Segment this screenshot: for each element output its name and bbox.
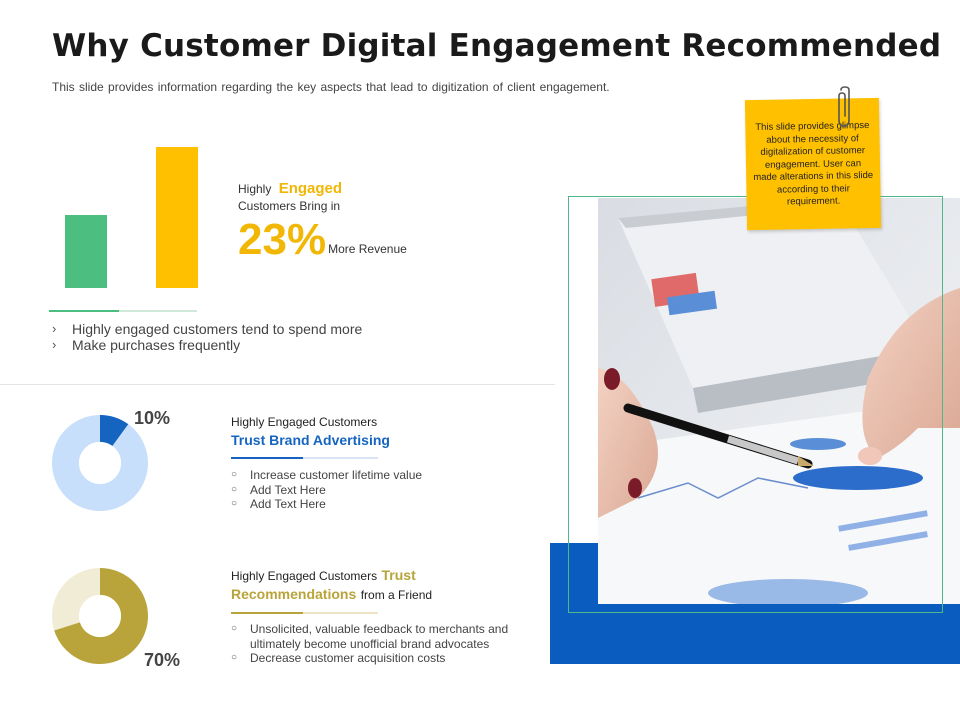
section2-lead: Highly Engaged Customers	[231, 569, 378, 583]
photo-illustration	[598, 198, 960, 604]
donut-percent-label: 70%	[144, 650, 181, 670]
list-item: ○ Add Text Here	[231, 497, 326, 511]
revenue-stat-value: 23%	[238, 215, 327, 264]
bar-green	[65, 214, 107, 288]
section2-points: ○ Unsolicited, valuable feedback to merch…	[231, 622, 551, 666]
paperclip-icon	[838, 86, 850, 127]
engaged-caption: Highly Engaged Customers Bring in	[238, 180, 342, 213]
donut-chart-70	[52, 568, 148, 664]
section1-accent: Trust Brand Advertising	[231, 432, 390, 448]
circle-bullet-icon: ○	[231, 483, 238, 495]
section2-heading: Highly Engaged Customers Trust Recommend…	[231, 567, 551, 605]
engaged-prefix: Highly	[238, 182, 272, 196]
section2-underline-accent	[231, 612, 303, 614]
engagement-points: › Highly engaged customers tend to spend …	[52, 321, 362, 353]
business-analysis-photo	[598, 198, 960, 604]
bar-yellow	[156, 147, 198, 288]
chart-baseline	[49, 310, 197, 312]
circle-bullet-icon: ○	[231, 498, 238, 509]
section2-accent-1: Trust	[381, 567, 416, 583]
chevron-right-icon: ›	[52, 321, 57, 336]
revenue-stat-label: More Revenue	[328, 242, 407, 256]
donut-segment	[52, 415, 148, 511]
donut-segment	[52, 568, 148, 664]
section-divider	[0, 384, 555, 385]
slide-title: Why Customer Digital Engagement Recommen…	[52, 28, 942, 64]
section1-lead: Highly Engaged Customers	[231, 415, 378, 429]
list-item: ○ Unsolicited, valuable feedback to merch…	[231, 622, 509, 651]
section2-tail: from a Friend	[360, 588, 433, 602]
chevron-right-icon: ›	[52, 337, 57, 352]
slide-subtitle: This slide provides information regardin…	[52, 80, 610, 94]
revenue-stat: 23% More Revenue	[238, 218, 407, 262]
section1-underline	[231, 457, 378, 459]
chart-baseline-accent	[49, 310, 119, 312]
sticky-note-text: This slide provides glimpse about the ne…	[753, 120, 874, 208]
section1-points: ○ Increase customer lifetime value ○ Add T…	[231, 468, 422, 512]
circle-bullet-icon: ○	[231, 652, 238, 663]
donut-chart-10	[52, 415, 148, 511]
section2-underline	[231, 612, 378, 614]
sticky-note: This slide provides glimpse about the ne…	[744, 97, 882, 231]
engaged-accent: Engaged	[278, 180, 343, 197]
donut-percent-label: 10%	[134, 408, 171, 428]
list-item: ○ Increase customer lifetime value	[231, 468, 423, 482]
section2-accent-2: Recommendations	[231, 586, 357, 602]
list-item: ○ Decrease customer acquisition costs	[231, 651, 446, 665]
circle-bullet-icon: ○	[231, 469, 238, 480]
section1-underline-accent	[231, 457, 303, 459]
list-item: ○ Add Text Here	[231, 482, 326, 497]
photo-frame	[568, 196, 943, 613]
list-item: › Make purchases frequently	[52, 337, 241, 353]
circle-bullet-icon: ○	[231, 623, 238, 634]
engaged-line2: Customers Bring in	[238, 199, 341, 213]
list-item: › Highly engaged customers tend to spend …	[52, 321, 363, 337]
